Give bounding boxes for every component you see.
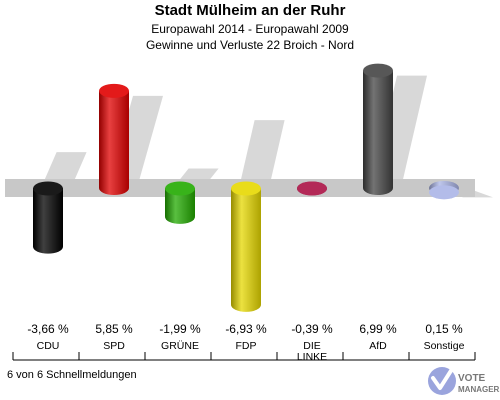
bar-sonstige (429, 181, 459, 200)
votemanager-logo: VOTE MANAGER.DE (428, 364, 500, 395)
category-label: FDP (236, 340, 257, 352)
value-label: -3,66 % (27, 322, 69, 336)
bar-top-cap (99, 83, 129, 98)
bar-top-cap (429, 185, 459, 200)
category-label: CDU (37, 340, 60, 352)
bar-bottom-cap (363, 181, 393, 195)
category-label: LINKE (297, 351, 327, 363)
bar-bottom-cap (165, 209, 195, 224)
bar-top-cap (165, 181, 195, 196)
bar-top-cap (231, 181, 261, 196)
category-label: AfD (369, 340, 387, 352)
value-labels: -3,66 % 5,85 % -1,99 % -6,93 % -0,39 % 6,99 %… (27, 322, 463, 336)
bar-body (231, 188, 261, 305)
logo-text-vote: VOTE (458, 373, 486, 384)
value-label: -0,39 % (291, 322, 333, 336)
category-label: SPD (103, 340, 125, 352)
bar-bottom-cap (231, 297, 261, 312)
chart-subtitle-district: Gewinne und Verluste 22 Broich - Nord (145, 38, 355, 52)
bar-body (363, 70, 393, 188)
value-label: 6,99 % (359, 322, 397, 336)
value-label: -1,99 % (159, 322, 201, 336)
bar-top-cap (33, 181, 63, 196)
bar-grüne (165, 181, 195, 224)
chart-subtitle-elections: Europawahl 2014 - Europawahl 2009 (151, 22, 349, 36)
chart-title: Stadt Mülheim an der Ruhr (154, 2, 346, 19)
bar-bottom-cap (33, 239, 63, 254)
category-label: Sonstige (424, 340, 465, 352)
logo-text-manager: MANAGER.DE (458, 385, 500, 394)
footer-status: 6 von 6 Schnellmeldungen (7, 369, 137, 381)
bar-bottom-cap (99, 181, 129, 195)
bar-top-cap (363, 63, 393, 78)
bar-cdu (33, 181, 63, 254)
bar-body (33, 188, 63, 247)
bar-afd (363, 63, 393, 195)
bar-top-cap (297, 181, 327, 196)
bar-die-linke (297, 181, 327, 196)
logo-checkmark-icon (431, 364, 456, 390)
bar-shadow (239, 120, 285, 188)
category-label: GRÜNE (161, 340, 199, 352)
value-label: 5,85 % (95, 322, 133, 336)
bar-body (99, 90, 129, 188)
category-label: DIE (303, 340, 321, 352)
bar-fdp (231, 181, 261, 312)
bar-spd (99, 83, 129, 195)
bars (33, 63, 459, 312)
value-label: -6,93 % (225, 322, 267, 336)
value-label: 0,15 % (425, 322, 463, 336)
